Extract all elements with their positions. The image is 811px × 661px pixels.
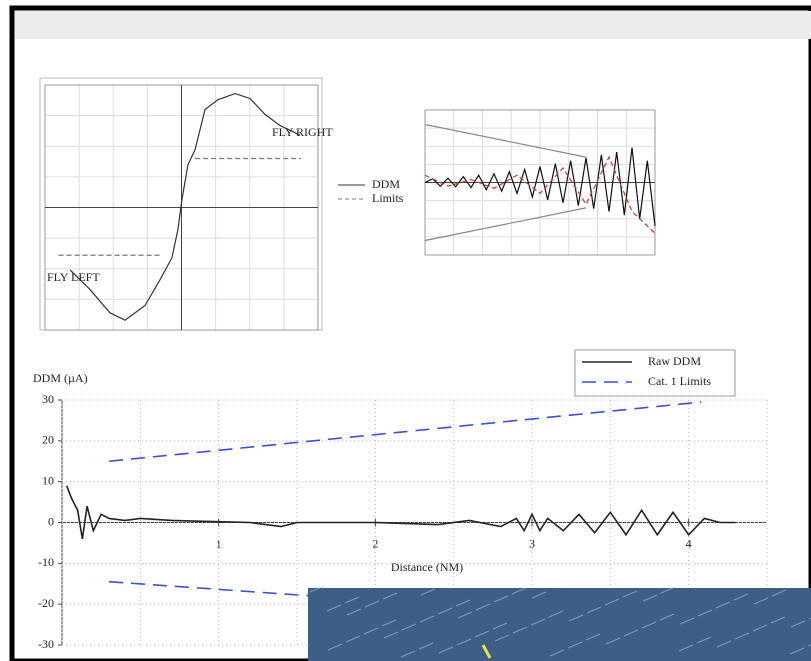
- y-tick-label: -30: [38, 637, 54, 651]
- y-tick-label: 20: [42, 433, 54, 447]
- y-tick-label: -20: [38, 596, 54, 610]
- annotation: FLY RIGHT: [272, 125, 333, 139]
- x-axis-title: Distance (NM): [391, 560, 463, 574]
- y-tick-label: 0: [48, 514, 54, 528]
- legend-label: Limits: [372, 191, 404, 205]
- y-tick-label: 10: [42, 473, 54, 487]
- legend-label: Cat. 1 Limits: [648, 374, 711, 388]
- top-bar: [15, 11, 811, 39]
- y-axis-title: DDM (µA): [33, 371, 88, 385]
- y-tick-label: 30: [42, 392, 54, 406]
- legend-label: DDM: [372, 177, 400, 191]
- annotation: FLY LEFT: [47, 270, 100, 284]
- photo: [308, 586, 811, 661]
- y-tick-label: -10: [38, 555, 54, 569]
- screenshot: DDMLimits FLY RIGHT FLY LEFT -30 -20 -10 0 10 20…: [0, 0, 811, 661]
- legend-label: Raw DDM: [648, 354, 701, 368]
